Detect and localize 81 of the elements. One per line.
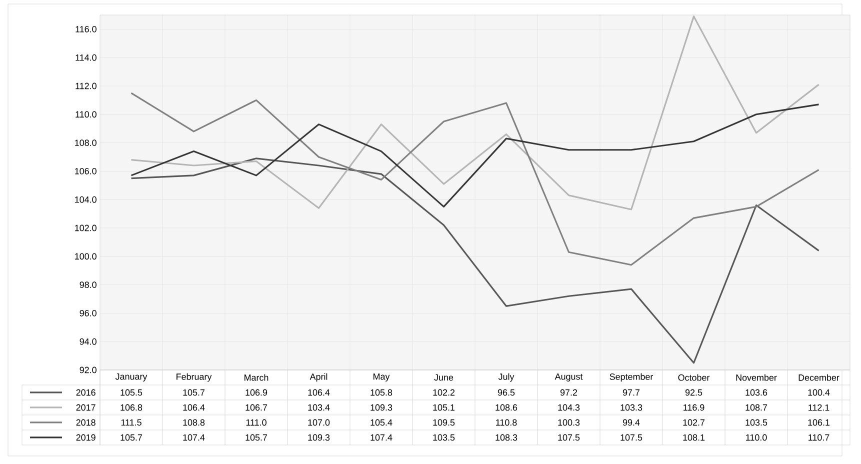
data-label: 110.8 xyxy=(496,419,517,426)
x-tick-label: June xyxy=(434,374,454,381)
x-tick-label: September xyxy=(610,373,654,382)
y-tick-label: 116.0 xyxy=(76,26,96,32)
y-tick-label: 108.0 xyxy=(75,140,96,146)
data-label: 107.5 xyxy=(558,434,580,441)
data-label: 97.7 xyxy=(622,389,640,396)
legend-label: 2019 xyxy=(76,434,96,441)
data-label: 106.1 xyxy=(808,419,830,426)
y-tick-label: 98.0 xyxy=(80,282,96,288)
data-label: 105.8 xyxy=(370,389,392,396)
data-label: 106.4 xyxy=(308,389,330,396)
data-label: 106.4 xyxy=(183,404,205,411)
data-label: 109.3 xyxy=(308,434,330,441)
data-label: 106.9 xyxy=(246,389,268,396)
legend-label: 2018 xyxy=(76,419,96,426)
data-label: 96.5 xyxy=(498,389,515,396)
data-label: 105.4 xyxy=(370,419,392,426)
y-tick-label: 100.0 xyxy=(75,253,96,260)
y-tick-label: 114.0 xyxy=(76,54,96,61)
data-label: 100.3 xyxy=(558,419,580,426)
data-label: 107.4 xyxy=(370,434,392,441)
data-label: 107.4 xyxy=(183,434,205,441)
data-label: 92.5 xyxy=(685,389,702,396)
y-tick-label: 94.0 xyxy=(80,338,96,345)
data-label: 103.4 xyxy=(308,404,330,411)
line-series xyxy=(130,158,820,364)
data-label: 106.8 xyxy=(120,404,142,411)
data-label: 103.5 xyxy=(433,434,455,441)
x-tick-label: March xyxy=(244,374,268,381)
data-label: 110.0 xyxy=(746,434,767,441)
data-label: 108.7 xyxy=(746,404,768,411)
line-series xyxy=(130,16,820,210)
data-label: 100.4 xyxy=(808,389,830,396)
data-label: 110.7 xyxy=(808,434,830,441)
x-tick-label: November xyxy=(736,374,777,381)
data-label: 109.5 xyxy=(433,419,455,426)
data-label: 105.1 xyxy=(433,404,455,411)
x-tick-label: January xyxy=(115,373,148,382)
x-tick-label: August xyxy=(554,373,583,382)
data-label: 104.3 xyxy=(558,404,580,411)
data-label: 105.7 xyxy=(246,434,268,441)
data-label: 112.1 xyxy=(808,404,830,411)
line-series xyxy=(130,104,820,208)
data-label: 109.3 xyxy=(370,404,392,411)
data-label: 99.4 xyxy=(622,419,640,426)
data-label: 102.7 xyxy=(683,419,705,426)
data-label: 108.6 xyxy=(496,404,518,411)
data-label: 105.7 xyxy=(183,389,205,396)
y-tick-label: 104.0 xyxy=(75,196,96,203)
x-tick-label: February xyxy=(176,373,212,382)
data-label: 105.7 xyxy=(120,434,142,441)
data-label: 107.5 xyxy=(620,434,642,441)
data-label: 116.9 xyxy=(684,404,704,411)
y-tick-label: 110.0 xyxy=(76,111,96,118)
y-tick-label: 106.0 xyxy=(75,168,96,174)
x-tick-label: December xyxy=(798,374,840,381)
data-label: 111.5 xyxy=(121,419,142,426)
data-label: 103.5 xyxy=(746,419,768,426)
data-label: 108.1 xyxy=(683,434,705,441)
legend-label: 2017 xyxy=(76,404,96,411)
y-tick-label: 102.0 xyxy=(75,224,96,232)
x-tick-label: July xyxy=(498,373,514,382)
data-label: 103.3 xyxy=(620,404,642,411)
data-label: 107.0 xyxy=(308,419,330,426)
data-label: 108.8 xyxy=(183,419,205,426)
data-label: 105.5 xyxy=(120,389,142,396)
data-label: 108.3 xyxy=(496,434,518,441)
x-tick-label: October xyxy=(678,374,710,381)
y-tick-label: 96.0 xyxy=(80,310,96,316)
y-tick-label: 92.0 xyxy=(80,366,96,374)
x-tick-label: May xyxy=(374,373,390,382)
y-tick-label: 112.0 xyxy=(76,82,96,90)
data-label: 106.7 xyxy=(246,404,268,411)
data-label: 103.6 xyxy=(746,389,768,396)
data-label: 111.0 xyxy=(246,419,266,426)
data-label: 97.2 xyxy=(560,389,578,396)
data-label: 102.2 xyxy=(433,389,455,396)
legend-label: 2016 xyxy=(76,389,96,396)
line-series xyxy=(130,92,820,266)
x-tick-label: April xyxy=(310,373,328,382)
